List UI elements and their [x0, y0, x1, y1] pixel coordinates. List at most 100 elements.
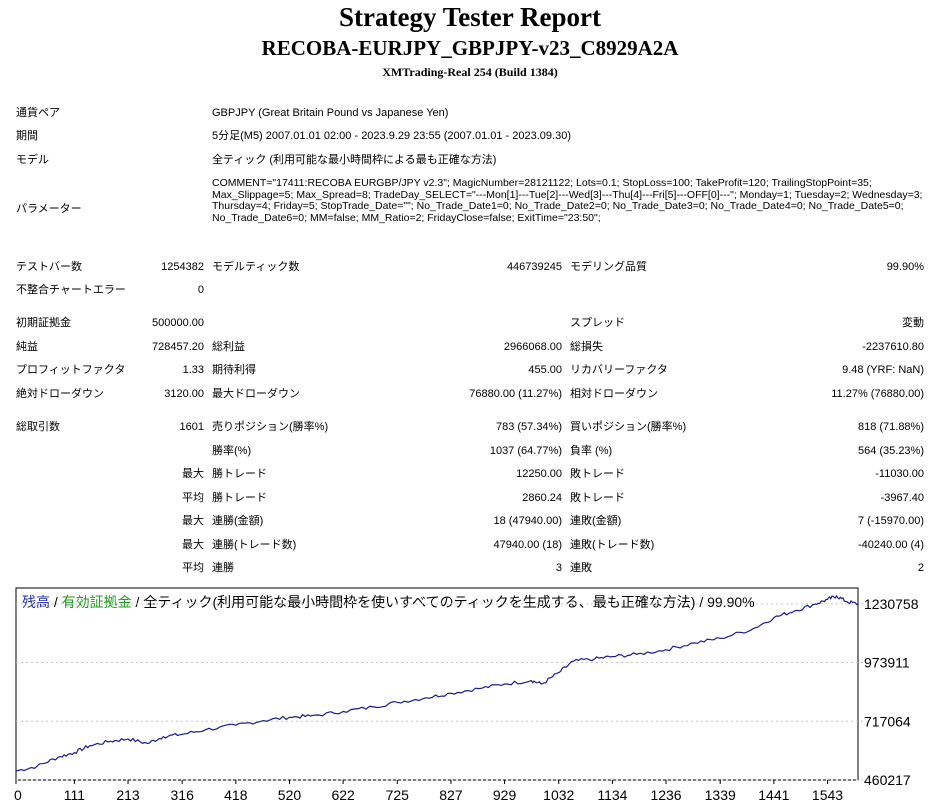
x-tick-label: 1236 — [650, 787, 681, 803]
x-axis-labels: 0 111 213 316 418 520 622 725 827 929 1032 1134 1236… — [14, 787, 843, 803]
avg-word: 平均 — [182, 492, 204, 504]
x-tick-label: 0 — [14, 787, 22, 803]
recovery-label: リカバリーファクタ — [570, 364, 668, 376]
short-value: 783 (57.34%) — [495, 421, 562, 433]
params-value: COMMENT="17411:RECOBA EURGBP/JPY v2.3"; … — [212, 177, 923, 224]
x-tick-label: 1032 — [543, 787, 574, 803]
total-value: 1601 — [179, 421, 204, 433]
max-word: 最大 — [182, 515, 204, 527]
max-loss-trade-label: 敗トレード — [570, 468, 625, 480]
consec-loss-cnt-label: 連敗(トレード数) — [570, 539, 655, 551]
ticks-label: モデルティック数 — [212, 261, 300, 273]
x-tick-label: 111 — [64, 787, 85, 803]
symbol-label: 通貨ペア — [16, 107, 60, 119]
balance-line — [15, 594, 859, 772]
model-value: 全ティック (利用可能な最小時間枠による最も正確な方法) — [212, 154, 497, 166]
deposit-value: 500000.00 — [152, 317, 204, 329]
pf-value: 1.33 — [182, 364, 204, 376]
avg-loss-trade-label: 敗トレード — [570, 492, 625, 504]
y-axis-labels: 1230758 973911 717064 460217 — [864, 596, 919, 788]
x-tick-label: 827 — [439, 787, 463, 803]
max-word: 最大 — [182, 539, 204, 551]
x-tick-label: 213 — [116, 787, 140, 803]
y-tick-label: 1230758 — [864, 596, 919, 612]
max-win-trade-value: 12250.00 — [516, 468, 562, 480]
long-value: 818 (71.88%) — [857, 421, 924, 433]
mismatch-value: 0 — [197, 284, 204, 296]
consec-win-cnt-label: 連勝(トレード数) — [212, 539, 297, 551]
chart-legend: 残高 / 有効証拠金 / 全ティック(利用可能な最小時間枠を使いすべてのティック… — [22, 594, 755, 610]
max-dd-value: 76880.00 (11.27%) — [469, 388, 562, 400]
gross-profit-value: 2966068.00 — [503, 341, 562, 353]
quality-value: 99.90% — [886, 261, 924, 273]
avg-win-trade-label: 勝トレード — [212, 492, 267, 504]
recovery-value: 9.48 (YRF: NaN) — [842, 364, 924, 376]
x-tick-label: 725 — [386, 787, 410, 803]
abs-dd-value: 3120.00 — [164, 388, 204, 400]
rel-dd-label: 相対ドローダウン — [570, 388, 658, 400]
spread-label: スプレッド — [570, 317, 625, 329]
params-label: パラメーター — [16, 203, 82, 215]
y-tick-label: 973911 — [864, 655, 910, 671]
x-tick-label: 1134 — [597, 787, 627, 803]
legend-rest: / 全ティック(利用可能な最小時間枠を使いすべてのティックを生成する、最も正確な… — [132, 594, 755, 610]
consec-win-amt-value: 18 (47940.00) — [493, 515, 563, 527]
avg-loss-trade-value: -3967.40 — [880, 492, 924, 504]
expected-value: 455.00 — [528, 364, 562, 376]
short-label: 売りポジション(勝率%) — [212, 421, 329, 433]
consec-loss-amt-label: 連敗(金額) — [570, 515, 622, 527]
gross-profit-label: 総利益 — [212, 341, 245, 353]
avg-consec-win-value: 3 — [555, 562, 562, 574]
avg-consec-loss-label: 連敗 — [570, 562, 592, 574]
expected-label: 期待利得 — [212, 364, 256, 376]
ticks-value: 446739245 — [506, 261, 562, 273]
pf-label: プロフィットファクタ — [16, 364, 126, 376]
legend-equity: 有効証拠金 — [62, 594, 132, 610]
avg-consec-loss-value: 2 — [917, 562, 924, 574]
lossrate-label: 負率 (%) — [570, 445, 613, 457]
balance-chart: 残高 / 有効証拠金 / 全ティック(利用可能な最小時間枠を使いすべてのティック… — [14, 587, 919, 803]
y-tick-label: 460217 — [864, 772, 911, 788]
y-tick-label: 717064 — [864, 713, 911, 729]
bars-value: 1254382 — [161, 261, 204, 273]
long-label: 買いポジション(勝率%) — [570, 421, 687, 433]
gross-loss-label: 総損失 — [570, 341, 603, 353]
max-word: 最大 — [182, 468, 204, 480]
x-tick-label: 1441 — [758, 787, 789, 803]
max-win-trade-label: 勝トレード — [212, 468, 267, 480]
spread-value: 変動 — [902, 317, 924, 329]
winrate-label: 勝率(%) — [212, 445, 252, 457]
consec-win-cnt-value: 47940.00 (18) — [493, 539, 563, 551]
rel-dd-value: 11.27% (76880.00) — [831, 388, 924, 400]
max-loss-trade-value: -11030.00 — [875, 468, 924, 480]
x-tick-label: 622 — [331, 787, 355, 803]
ea-name: RECOBA-EURJPY_GBPJPY-v23_C8929A2A — [261, 36, 679, 60]
abs-dd-label: 絶対ドローダウン — [16, 388, 104, 400]
quality-label: モデリング品質 — [570, 261, 647, 273]
total-label: 総取引数 — [16, 421, 60, 433]
lossrate-value: 564 (35.23%) — [857, 445, 924, 457]
consec-loss-amt-value: 7 (-15970.00) — [857, 515, 924, 527]
period-label: 期間 — [16, 130, 38, 142]
x-tick-label: 520 — [278, 787, 302, 803]
chart-frame — [15, 587, 859, 781]
legend-sep: / — [50, 594, 62, 610]
avg-word: 平均 — [182, 562, 204, 574]
consec-win-amt-label: 連勝(金額) — [212, 515, 264, 527]
symbol-value: GBPJPY (Great Britain Pound vs Japanese … — [212, 107, 449, 119]
x-tick-label: 316 — [171, 787, 195, 803]
net-label: 純益 — [16, 341, 38, 353]
x-tick-label: 1339 — [705, 787, 736, 803]
winrate-value: 1037 (64.77%) — [489, 445, 562, 457]
period-value: 5分足(M5) 2007.01.01 02:00 - 2023.9.29 23:… — [212, 130, 571, 142]
report-title: Strategy Tester Report — [339, 2, 601, 32]
chart-grid — [15, 603, 864, 784]
consec-loss-cnt-value: -40240.00 (4) — [857, 539, 924, 551]
server-name: XMTrading-Real 254 (Build 1384) — [382, 65, 558, 79]
avg-consec-win-label: 連勝 — [212, 562, 234, 574]
net-value: 728457.20 — [152, 341, 204, 353]
x-tick-label: 1543 — [812, 787, 843, 803]
model-label: モデル — [16, 154, 49, 166]
avg-win-trade-value: 2860.24 — [522, 492, 562, 504]
x-tick-label: 418 — [224, 787, 248, 803]
